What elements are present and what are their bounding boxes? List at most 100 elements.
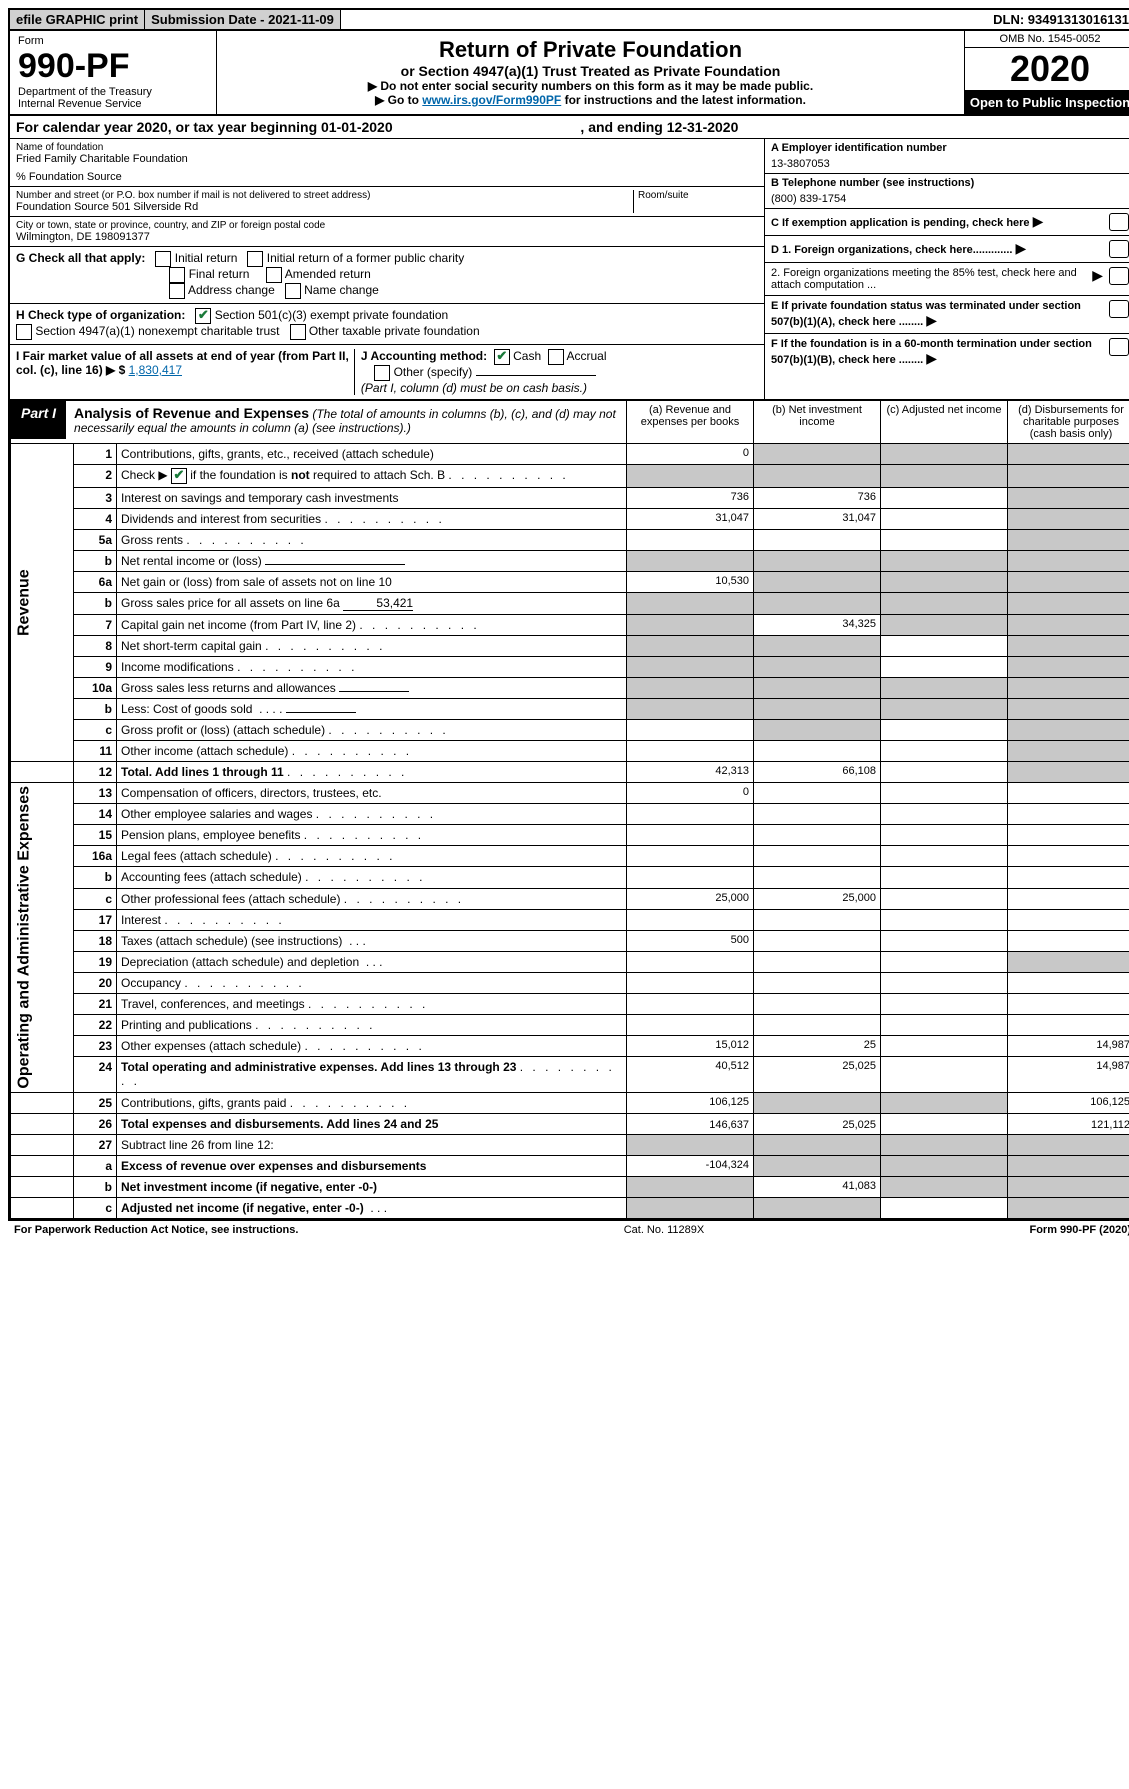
page-footer: For Paperwork Reduction Act Notice, see … bbox=[8, 1221, 1129, 1239]
form-label: Form bbox=[18, 35, 208, 47]
city-label: City or town, state or province, country… bbox=[16, 220, 758, 231]
other-method-checkbox[interactable] bbox=[374, 365, 390, 381]
line-desc: Dividends and interest from securities bbox=[121, 512, 321, 526]
col-a-val: 736 bbox=[627, 488, 754, 509]
instruction-2: ▶ Go to www.irs.gov/Form990PF for instru… bbox=[227, 93, 954, 107]
table-row: 10a Gross sales less returns and allowan… bbox=[11, 678, 1129, 699]
name-label: Name of foundation bbox=[16, 142, 758, 153]
initial-former-checkbox[interactable] bbox=[247, 251, 263, 267]
col-a-val: -104,324 bbox=[627, 1155, 754, 1176]
table-row: 25 Contributions, gifts, grants paid 106… bbox=[11, 1092, 1129, 1113]
line-num: 8 bbox=[74, 636, 117, 657]
expenses-vertical-label: Operating and Administrative Expenses bbox=[11, 783, 74, 1093]
f-checkbox[interactable] bbox=[1109, 338, 1129, 356]
line-num: 2 bbox=[74, 465, 117, 488]
efile-print-button[interactable]: efile GRAPHIC print bbox=[10, 10, 145, 29]
line-desc: Occupancy bbox=[121, 976, 181, 990]
cash-checkbox[interactable] bbox=[494, 349, 510, 365]
d1-row: D 1. Foreign organizations, check here..… bbox=[765, 236, 1129, 263]
check-h-row: H Check type of organization: Section 50… bbox=[10, 304, 764, 345]
line-num: 24 bbox=[74, 1057, 117, 1092]
room-label: Room/suite bbox=[638, 190, 758, 201]
instructions-link[interactable]: www.irs.gov/Form990PF bbox=[422, 93, 561, 107]
part1-tag: Part I bbox=[11, 401, 66, 439]
table-row: b Net rental income or (loss) bbox=[11, 551, 1129, 572]
line-num: 11 bbox=[74, 741, 117, 762]
info-left: Name of foundation Fried Family Charitab… bbox=[10, 139, 764, 399]
col-b-val: 25,000 bbox=[754, 888, 881, 909]
line-num: 21 bbox=[74, 994, 117, 1015]
check-g-row: G Check all that apply: Initial return I… bbox=[10, 247, 764, 304]
line-num: 3 bbox=[74, 488, 117, 509]
line-num: 13 bbox=[74, 783, 117, 804]
table-row: 7 Capital gain net income (from Part IV,… bbox=[11, 615, 1129, 636]
accrual-checkbox[interactable] bbox=[548, 349, 564, 365]
line-num: c bbox=[74, 888, 117, 909]
col-b-val: 736 bbox=[754, 488, 881, 509]
name-change-checkbox[interactable] bbox=[285, 283, 301, 299]
part1-title: Analysis of Revenue and Expenses (The to… bbox=[66, 401, 626, 439]
d1-checkbox[interactable] bbox=[1109, 240, 1129, 258]
line-desc: Income modifications bbox=[121, 660, 234, 674]
top-bar: efile GRAPHIC print Submission Date - 20… bbox=[10, 10, 1129, 31]
initial-return-label: Initial return bbox=[175, 251, 238, 265]
j-label: J Accounting method: bbox=[361, 349, 487, 363]
ein-cell: A Employer identification number 13-3807… bbox=[765, 139, 1129, 174]
line-num: b bbox=[74, 1176, 117, 1197]
tel-cell: B Telephone number (see instructions) (8… bbox=[765, 174, 1129, 209]
sch-b-checkbox[interactable] bbox=[171, 468, 187, 484]
501c3-checkbox[interactable] bbox=[195, 308, 211, 324]
col-a-val: 146,637 bbox=[627, 1113, 754, 1134]
d1-label: D 1. Foreign organizations, check here..… bbox=[771, 244, 1012, 256]
initial-return-checkbox[interactable] bbox=[155, 251, 171, 267]
4947a1-checkbox[interactable] bbox=[16, 324, 32, 340]
line-desc: Other professional fees (attach schedule… bbox=[121, 892, 340, 906]
table-row: Operating and Administrative Expenses 13… bbox=[11, 783, 1129, 804]
line-desc: Interest on savings and temporary cash i… bbox=[117, 488, 627, 509]
table-row: 24 Total operating and administrative ex… bbox=[11, 1057, 1129, 1092]
col-a-val: 0 bbox=[627, 783, 754, 804]
col-b-val: 66,108 bbox=[754, 762, 881, 783]
table-row: 11 Other income (attach schedule) bbox=[11, 741, 1129, 762]
line-num: 4 bbox=[74, 509, 117, 530]
header-left: Form 990-PF Department of the Treasury I… bbox=[10, 31, 217, 114]
foundation-name: Fried Family Charitable Foundation bbox=[16, 153, 758, 165]
dln-number: DLN: 93491313016131 bbox=[987, 10, 1129, 29]
table-row: 21 Travel, conferences, and meetings bbox=[11, 994, 1129, 1015]
line-num: b bbox=[74, 593, 117, 615]
calendar-year-row: For calendar year 2020, or tax year begi… bbox=[10, 116, 1129, 139]
col-a-val: 42,313 bbox=[627, 762, 754, 783]
part1-table: Part I Analysis of Revenue and Expenses … bbox=[10, 400, 1129, 1219]
e-checkbox[interactable] bbox=[1109, 300, 1129, 318]
addr-change-label: Address change bbox=[188, 283, 275, 297]
calyear-end: 12-31-2020 bbox=[667, 119, 739, 135]
col-a-val: 500 bbox=[627, 930, 754, 951]
col-d-val: 121,112 bbox=[1008, 1113, 1129, 1134]
d2-checkbox[interactable] bbox=[1109, 267, 1129, 285]
other-taxable-checkbox[interactable] bbox=[290, 324, 306, 340]
foundation-name-cell: Name of foundation Fried Family Charitab… bbox=[10, 139, 764, 187]
table-row: 16a Legal fees (attach schedule) bbox=[11, 846, 1129, 867]
col-b-val: 25,025 bbox=[754, 1057, 881, 1092]
line-desc: Total operating and administrative expen… bbox=[121, 1060, 516, 1074]
cash-label: Cash bbox=[513, 349, 541, 363]
amended-checkbox[interactable] bbox=[266, 267, 282, 283]
final-return-checkbox[interactable] bbox=[169, 267, 185, 283]
dept-label: Department of the Treasury bbox=[18, 86, 208, 98]
table-row: 20 Occupancy bbox=[11, 972, 1129, 993]
col-a-val: 10,530 bbox=[627, 572, 754, 593]
line-desc: Gross rents bbox=[121, 533, 183, 547]
c-checkbox[interactable] bbox=[1109, 213, 1129, 231]
ein-value: 13-3807053 bbox=[771, 158, 1129, 170]
table-row: 18 Taxes (attach schedule) (see instruct… bbox=[11, 930, 1129, 951]
fmv-value[interactable]: 1,830,417 bbox=[129, 363, 182, 377]
line-num: 1 bbox=[74, 444, 117, 465]
h1-label: Section 501(c)(3) exempt private foundat… bbox=[215, 308, 448, 322]
calyear-pre: For calendar year 2020, or tax year begi… bbox=[16, 119, 321, 135]
address-change-checkbox[interactable] bbox=[169, 283, 185, 299]
d2-row: 2. Foreign organizations meeting the 85%… bbox=[765, 263, 1129, 296]
city-cell: City or town, state or province, country… bbox=[10, 217, 764, 247]
line-num: b bbox=[74, 551, 117, 572]
col-a-val: 25,000 bbox=[627, 888, 754, 909]
care-of: % Foundation Source bbox=[16, 171, 758, 183]
